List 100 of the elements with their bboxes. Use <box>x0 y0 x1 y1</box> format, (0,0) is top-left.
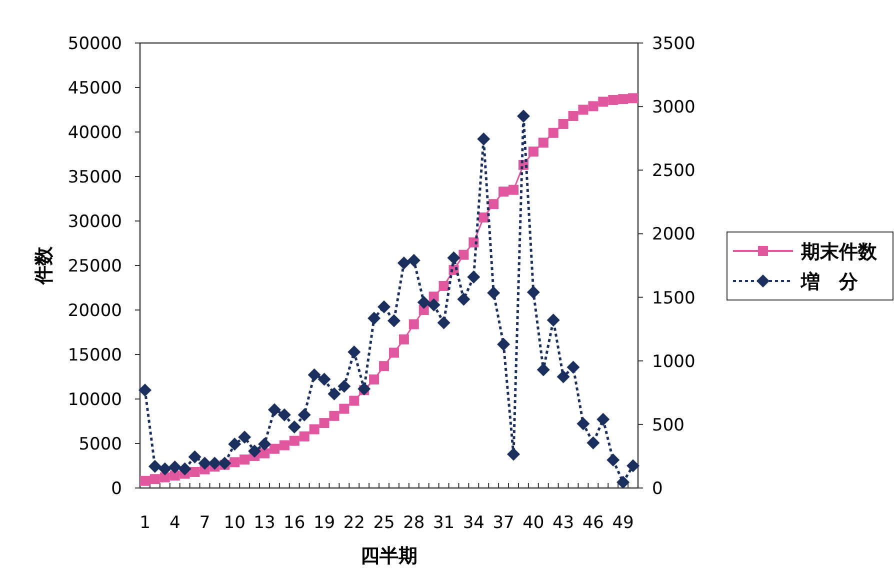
point <box>417 296 430 309</box>
point <box>258 438 271 451</box>
y2-tick-label: 1000 <box>652 352 696 372</box>
point <box>299 431 310 442</box>
point <box>397 256 410 270</box>
point <box>548 128 558 138</box>
x-tick-label: 40 <box>522 513 544 533</box>
point <box>458 250 469 260</box>
point <box>218 456 232 470</box>
point <box>556 370 570 384</box>
x-tick-label: 28 <box>403 513 425 533</box>
point <box>516 110 530 123</box>
point <box>538 138 548 148</box>
point <box>158 462 172 476</box>
y-tick-label: 5000 <box>78 434 122 454</box>
point <box>407 254 420 267</box>
point <box>168 460 182 474</box>
legend-label: 増 分 <box>800 271 859 293</box>
x-tick-label: 13 <box>254 513 276 533</box>
x-tick-label: 31 <box>432 513 455 533</box>
point <box>379 361 390 372</box>
point <box>240 454 250 465</box>
point <box>598 96 608 107</box>
point <box>228 438 242 451</box>
point <box>278 408 291 422</box>
point <box>188 450 202 464</box>
point <box>369 374 380 384</box>
point <box>309 424 320 434</box>
point <box>388 348 399 358</box>
point <box>288 420 301 434</box>
y2-tick-label: 1500 <box>652 288 696 308</box>
point <box>447 251 460 264</box>
point <box>230 457 240 468</box>
x-tick-label: 1 <box>140 513 150 533</box>
x-tick-label: 43 <box>552 513 574 533</box>
point <box>150 474 160 484</box>
point <box>138 384 152 397</box>
point <box>368 312 381 325</box>
x-axis-title: 四半期 <box>360 545 418 567</box>
point <box>160 472 170 482</box>
x-tick-label: 37 <box>492 513 514 533</box>
point <box>608 94 618 105</box>
x-tick-label: 19 <box>313 513 336 533</box>
x-tick-label: 25 <box>373 513 395 533</box>
x-tick-label: 10 <box>224 513 246 533</box>
y-tick-label: 0 <box>111 479 122 499</box>
y-tick-label: 15000 <box>68 346 122 366</box>
point <box>457 292 470 306</box>
point <box>498 186 509 197</box>
y-tick-label: 10000 <box>68 390 122 410</box>
point <box>576 417 590 430</box>
point <box>387 314 400 328</box>
x-tick-label: 16 <box>284 513 306 533</box>
point <box>568 110 578 121</box>
point <box>190 466 200 477</box>
point <box>339 404 350 414</box>
point <box>558 118 568 129</box>
point <box>279 440 290 450</box>
point <box>248 444 262 458</box>
point <box>628 93 638 104</box>
y2-tick-label: 3500 <box>652 34 696 54</box>
point <box>268 403 281 416</box>
y2-tick-label: 3000 <box>652 98 696 118</box>
point <box>338 380 351 393</box>
y-tick-label: 20000 <box>68 301 122 321</box>
y-tick-label: 30000 <box>68 212 122 232</box>
point <box>178 462 192 476</box>
point <box>487 286 500 300</box>
point <box>477 132 490 146</box>
point <box>438 280 449 291</box>
point <box>358 382 371 396</box>
point <box>319 418 330 428</box>
y2-tick-label: 2000 <box>652 224 696 245</box>
point <box>208 456 222 470</box>
y-tick-label: 25000 <box>68 256 122 276</box>
point <box>588 101 598 112</box>
x-tick-label: 49 <box>612 513 634 533</box>
point <box>408 319 419 330</box>
point <box>329 410 340 421</box>
y2-tick-label: 2500 <box>652 161 696 182</box>
x-tick-label: 4 <box>169 513 180 533</box>
point <box>269 444 280 454</box>
point <box>488 199 499 210</box>
point <box>318 372 331 386</box>
y-tick-label: 45000 <box>68 78 122 98</box>
x-tick-label: 46 <box>582 513 604 533</box>
point <box>349 396 360 406</box>
point <box>618 94 628 104</box>
x-tick-label: 34 <box>462 513 484 533</box>
point <box>398 334 409 344</box>
point <box>328 387 341 400</box>
legend-label: 期末件数 <box>800 241 878 263</box>
y-tick-label: 50000 <box>68 34 122 54</box>
point <box>536 363 550 376</box>
point <box>508 184 518 195</box>
point <box>140 476 150 486</box>
point <box>437 316 450 330</box>
point <box>546 314 560 327</box>
point <box>497 338 510 351</box>
point <box>308 368 321 382</box>
